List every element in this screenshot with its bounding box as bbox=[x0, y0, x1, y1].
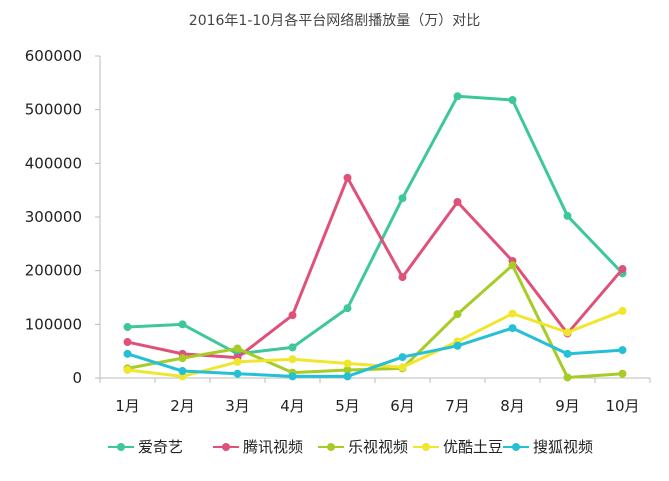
series-0 bbox=[123, 92, 627, 358]
y-tick-label: 300000 bbox=[25, 208, 82, 226]
legend-item: 腾讯视频 bbox=[213, 436, 303, 457]
data-point bbox=[288, 311, 297, 320]
data-point bbox=[233, 344, 242, 353]
x-tick-label: 2月 bbox=[170, 397, 195, 415]
data-point bbox=[563, 328, 572, 337]
legend-label: 搜狐视频 bbox=[533, 438, 594, 456]
data-point bbox=[618, 265, 627, 274]
legend-label: 腾讯视频 bbox=[243, 438, 304, 456]
data-point bbox=[563, 373, 572, 382]
data-point bbox=[178, 320, 187, 329]
y-tick-label: 500000 bbox=[25, 101, 82, 119]
legend-item: 优酷土豆 bbox=[413, 436, 503, 457]
data-point bbox=[178, 367, 187, 376]
data-point bbox=[343, 372, 352, 381]
x-tick-label: 6月 bbox=[390, 397, 415, 415]
x-tick-label: 4月 bbox=[280, 397, 305, 415]
data-point bbox=[398, 353, 407, 362]
data-point bbox=[618, 306, 627, 315]
chart-title: 2016年1-10月各平台网络剧播放量（万）对比 bbox=[188, 13, 481, 29]
data-point bbox=[288, 343, 297, 352]
data-point bbox=[618, 346, 627, 355]
data-point bbox=[453, 341, 462, 350]
x-tick-label: 7月 bbox=[445, 397, 470, 415]
data-point bbox=[453, 92, 462, 101]
data-point bbox=[343, 365, 352, 374]
y-tick-label: 200000 bbox=[25, 262, 82, 280]
data-point bbox=[618, 369, 627, 378]
data-point bbox=[178, 354, 187, 363]
legend-swatch bbox=[503, 441, 529, 453]
y-tick-label: 100000 bbox=[25, 315, 82, 333]
data-point bbox=[398, 273, 407, 282]
legend-item: 搜狐视频 bbox=[503, 436, 593, 457]
axes: 0 100000 200000 300000 400000 500000 600000 1月 2… bbox=[25, 47, 651, 415]
x-tick-label: 10月 bbox=[605, 397, 639, 415]
x-tick-label: 9月 bbox=[555, 397, 580, 415]
data-point bbox=[508, 96, 517, 105]
legend-swatch bbox=[213, 441, 239, 453]
series-4 bbox=[123, 324, 627, 381]
y-tick-label: 400000 bbox=[25, 154, 82, 172]
data-point bbox=[398, 194, 407, 203]
x-tick-label: 5月 bbox=[335, 397, 360, 415]
legend-swatch bbox=[318, 441, 344, 453]
series-layer bbox=[123, 92, 627, 382]
series-line bbox=[127, 326, 623, 378]
series-line bbox=[127, 176, 624, 360]
y-tick-label: 0 bbox=[72, 369, 82, 387]
data-point bbox=[563, 211, 572, 220]
data-point bbox=[123, 338, 132, 347]
data-point bbox=[288, 372, 297, 381]
data-point bbox=[453, 310, 462, 319]
series-2 bbox=[123, 261, 627, 382]
legend-item: 乐视视频 bbox=[318, 436, 408, 457]
data-point bbox=[123, 349, 132, 358]
data-point bbox=[123, 323, 132, 332]
data-point bbox=[123, 365, 132, 374]
series-line bbox=[127, 263, 623, 379]
series-line bbox=[127, 94, 624, 356]
legend-label: 爱奇艺 bbox=[138, 438, 184, 456]
data-point bbox=[288, 355, 297, 364]
data-point bbox=[398, 363, 407, 372]
legend-item: 爱奇艺 bbox=[108, 436, 183, 457]
data-point bbox=[343, 359, 352, 368]
legend-swatch bbox=[413, 441, 439, 453]
legend: 爱奇艺 腾讯视频 乐视视频 优酷土豆 搜狐视频 bbox=[0, 436, 669, 462]
data-point bbox=[508, 324, 517, 333]
data-point bbox=[343, 304, 352, 313]
x-tick-label: 8月 bbox=[500, 397, 525, 415]
data-point bbox=[233, 369, 242, 378]
legend-label: 乐视视频 bbox=[348, 438, 409, 456]
data-point bbox=[508, 309, 517, 318]
x-tick-label: 3月 bbox=[225, 397, 250, 415]
data-point bbox=[233, 357, 242, 366]
data-point bbox=[343, 173, 352, 182]
y-tick-label: 600000 bbox=[25, 47, 82, 65]
legend-label: 优酷土豆 bbox=[443, 438, 504, 456]
data-point bbox=[453, 197, 462, 206]
legend-swatch bbox=[108, 441, 134, 453]
data-point bbox=[508, 261, 517, 270]
x-tick-label: 1月 bbox=[115, 397, 140, 415]
data-point bbox=[563, 349, 572, 358]
